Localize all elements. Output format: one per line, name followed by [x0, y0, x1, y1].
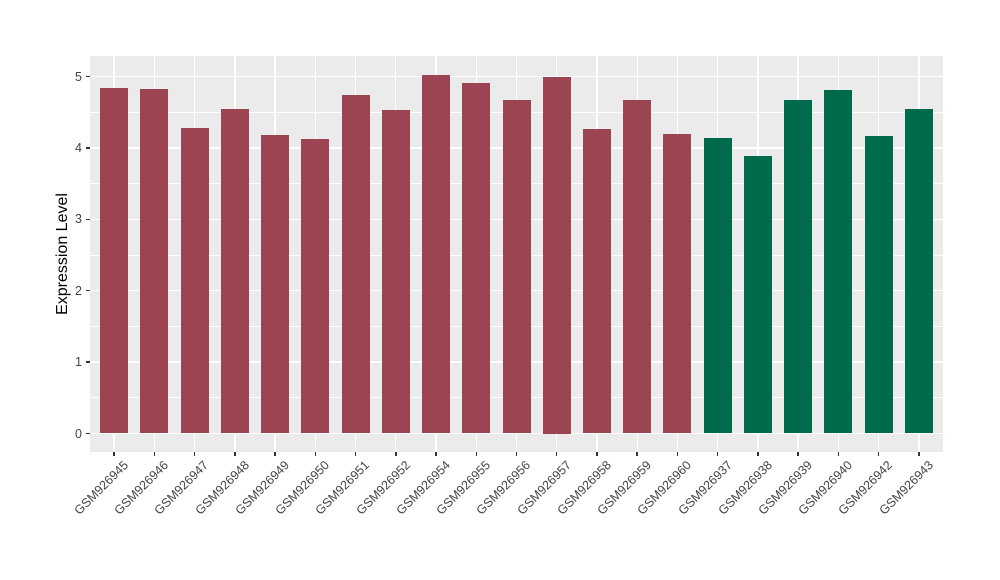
- bar: [462, 82, 491, 434]
- bar: [180, 127, 209, 434]
- bar: [341, 95, 370, 434]
- y-tick-mark: [85, 432, 90, 435]
- x-tick-mark: [153, 452, 156, 456]
- y-tick-label: 1: [75, 355, 82, 370]
- x-tick-mark: [354, 452, 357, 456]
- x-tick-mark: [877, 452, 880, 456]
- bar: [582, 128, 611, 434]
- x-tick-mark: [636, 452, 638, 456]
- y-tick-mark: [85, 147, 90, 149]
- x-tick-mark: [234, 452, 236, 456]
- bar: [301, 138, 330, 434]
- bar: [904, 108, 933, 434]
- y-tick-mark: [85, 75, 90, 78]
- x-tick-mark: [435, 452, 437, 456]
- bar: [502, 100, 531, 434]
- x-tick-mark: [716, 452, 719, 456]
- y-tick-label: 4: [75, 140, 82, 155]
- x-tick-mark: [757, 452, 759, 456]
- plot-panel: [90, 56, 943, 452]
- x-tick-mark: [395, 452, 397, 456]
- x-tick-mark: [475, 452, 477, 456]
- bar: [743, 155, 772, 434]
- x-tick-mark: [596, 452, 598, 456]
- bar: [422, 75, 451, 434]
- y-tick-mark: [85, 361, 90, 363]
- x-tick-mark: [676, 452, 679, 456]
- x-tick-mark: [837, 452, 840, 456]
- x-tick-mark: [797, 452, 799, 456]
- y-tick-mark: [85, 289, 90, 292]
- x-tick-mark: [113, 452, 115, 456]
- bar: [220, 108, 249, 434]
- y-tick-label: 3: [75, 212, 82, 227]
- x-tick-mark: [555, 452, 558, 456]
- bar: [542, 76, 571, 434]
- bar: [140, 88, 169, 434]
- y-tick-label: 0: [75, 426, 82, 441]
- bar: [703, 137, 732, 434]
- bar: [623, 100, 652, 434]
- x-tick-mark: [314, 452, 317, 456]
- y-tick-label: 5: [75, 69, 82, 84]
- x-tick-mark: [193, 452, 196, 456]
- bar: [100, 87, 129, 434]
- y-tick-mark: [85, 218, 90, 221]
- bar: [784, 100, 813, 434]
- bar: [663, 133, 692, 434]
- bar: [381, 110, 410, 434]
- x-tick-mark: [515, 452, 518, 456]
- bar: [864, 135, 893, 434]
- x-tick-mark: [918, 452, 920, 456]
- y-tick-label: 2: [75, 283, 82, 298]
- bar: [261, 135, 290, 434]
- bar: [824, 90, 853, 434]
- x-tick-mark: [274, 452, 276, 456]
